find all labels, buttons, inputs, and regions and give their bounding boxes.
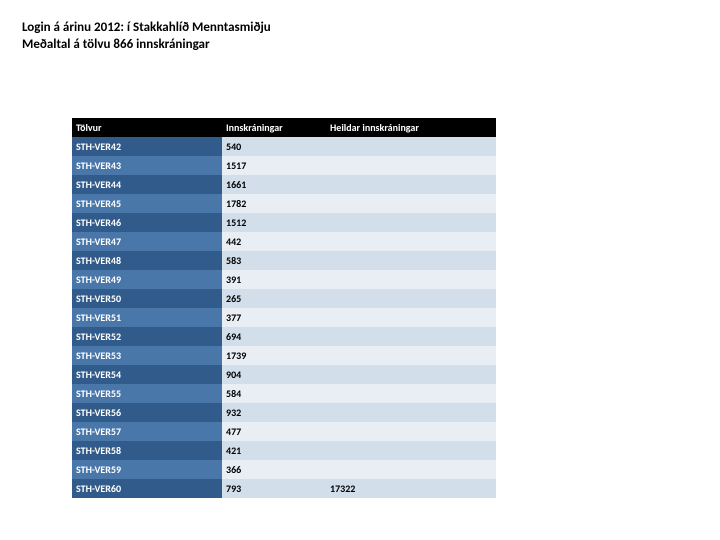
cell-logins: 904	[222, 365, 326, 384]
cell-total	[326, 156, 496, 175]
cell-logins: 1661	[222, 175, 326, 194]
cell-machine: STH-VER47	[72, 232, 222, 251]
cell-total	[326, 137, 496, 156]
header-total: Heildar innskráningar	[326, 118, 496, 137]
table-row: STH-VER57477	[72, 422, 496, 441]
cell-total	[326, 327, 496, 346]
cell-total	[326, 251, 496, 270]
cell-logins: 366	[222, 460, 326, 479]
cell-total	[326, 308, 496, 327]
table-row: STH-VER451782	[72, 194, 496, 213]
cell-machine: STH-VER55	[72, 384, 222, 403]
table-row: STH-VER461512	[72, 213, 496, 232]
table-row: STH-VER49391	[72, 270, 496, 289]
table-row: STH-VER431517	[72, 156, 496, 175]
cell-logins: 477	[222, 422, 326, 441]
table-header-row: Tölvur Innskráningar Heildar innskráning…	[72, 118, 496, 137]
cell-logins: 391	[222, 270, 326, 289]
cell-machine: STH-VER53	[72, 346, 222, 365]
cell-machine: STH-VER58	[72, 441, 222, 460]
cell-logins: 421	[222, 441, 326, 460]
cell-logins: 377	[222, 308, 326, 327]
table-row: STH-VER52694	[72, 327, 496, 346]
table-row: STH-VER42540	[72, 137, 496, 156]
cell-total	[326, 175, 496, 194]
table-row: STH-VER441661	[72, 175, 496, 194]
cell-total: 17322	[326, 479, 496, 498]
table-row: STH-VER47442	[72, 232, 496, 251]
cell-total	[326, 289, 496, 308]
header-machines: Tölvur	[72, 118, 222, 137]
table-row: STH-VER48583	[72, 251, 496, 270]
cell-total	[326, 346, 496, 365]
title-line-1: Login á árinu 2012: í Stakkahlíð Menntas…	[22, 20, 698, 37]
cell-machine: STH-VER60	[72, 479, 222, 498]
cell-machine: STH-VER50	[72, 289, 222, 308]
cell-logins: 694	[222, 327, 326, 346]
header-logins: Innskráningar	[222, 118, 326, 137]
cell-machine: STH-VER56	[72, 403, 222, 422]
table-row: STH-VER51377	[72, 308, 496, 327]
cell-logins: 793	[222, 479, 326, 498]
cell-machine: STH-VER44	[72, 175, 222, 194]
cell-total	[326, 460, 496, 479]
cell-logins: 932	[222, 403, 326, 422]
cell-machine: STH-VER48	[72, 251, 222, 270]
cell-total	[326, 384, 496, 403]
login-table: Tölvur Innskráningar Heildar innskráning…	[72, 118, 496, 498]
cell-machine: STH-VER46	[72, 213, 222, 232]
cell-machine: STH-VER51	[72, 308, 222, 327]
cell-logins: 1739	[222, 346, 326, 365]
table-row: STH-VER58421	[72, 441, 496, 460]
cell-total	[326, 365, 496, 384]
table-row: STH-VER55584	[72, 384, 496, 403]
cell-total	[326, 441, 496, 460]
cell-machine: STH-VER52	[72, 327, 222, 346]
table-body: STH-VER42540 STH-VER431517 STH-VER441661…	[72, 137, 496, 498]
cell-machine: STH-VER59	[72, 460, 222, 479]
cell-total	[326, 422, 496, 441]
cell-logins: 583	[222, 251, 326, 270]
cell-total	[326, 403, 496, 422]
cell-machine: STH-VER54	[72, 365, 222, 384]
cell-machine: STH-VER49	[72, 270, 222, 289]
cell-logins: 540	[222, 137, 326, 156]
cell-total	[326, 213, 496, 232]
login-table-container: Tölvur Innskráningar Heildar innskráning…	[72, 118, 698, 498]
cell-total	[326, 270, 496, 289]
cell-logins: 442	[222, 232, 326, 251]
cell-logins: 1512	[222, 213, 326, 232]
cell-machine: STH-VER57	[72, 422, 222, 441]
cell-total	[326, 232, 496, 251]
table-row: STH-VER59366	[72, 460, 496, 479]
cell-logins: 1517	[222, 156, 326, 175]
table-row: STH-VER56932	[72, 403, 496, 422]
cell-machine: STH-VER42	[72, 137, 222, 156]
table-row: STH-VER531739	[72, 346, 496, 365]
table-row: STH-VER50265	[72, 289, 496, 308]
page: Login á árinu 2012: í Stakkahlíð Menntas…	[0, 0, 720, 518]
cell-machine: STH-VER45	[72, 194, 222, 213]
cell-logins: 1782	[222, 194, 326, 213]
title-line-2: Meðaltal á tölvu 866 innskráningar	[22, 37, 698, 54]
cell-logins: 584	[222, 384, 326, 403]
cell-logins: 265	[222, 289, 326, 308]
table-row: STH-VER6079317322	[72, 479, 496, 498]
table-row: STH-VER54904	[72, 365, 496, 384]
cell-machine: STH-VER43	[72, 156, 222, 175]
cell-total	[326, 194, 496, 213]
